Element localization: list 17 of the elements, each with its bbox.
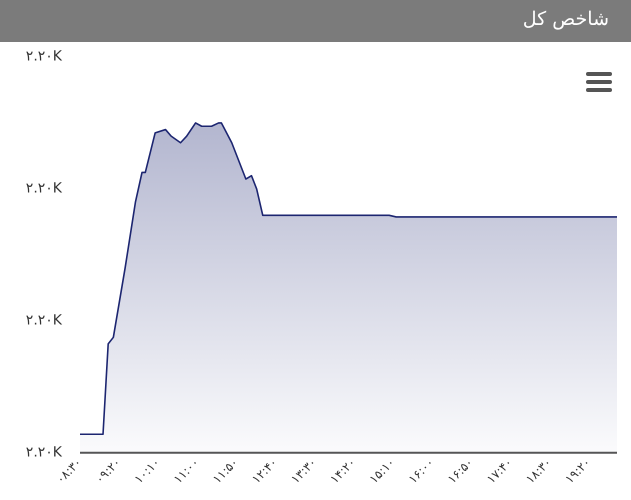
x-tick-label: ۱۴:۲۰ [327, 455, 358, 486]
x-tick-label: ۱۹:۲۰ [562, 455, 594, 486]
x-tick-label: ۱۷:۴۰ [484, 455, 516, 486]
x-tick-label: ۱۵:۱۰ [366, 455, 398, 486]
text: ۲.۲۰K [26, 180, 63, 197]
x-tick-label: ۰۹:۲۰ [92, 455, 124, 486]
x-tick-label: ۱۱:۵۰ [210, 455, 241, 486]
x-tick-label: ۱۶:۰۰ [406, 455, 437, 486]
x-tick-label: ۱۳:۳۰ [288, 455, 320, 486]
x-tick-label: ۱۶:۵۰ [444, 455, 476, 486]
x-tick-label: ۱۲:۴۰ [249, 455, 280, 486]
x-tick-label: ۱۰:۱۰ [132, 455, 163, 486]
text: ۲.۲۰K [26, 48, 63, 65]
text: ۲.۲۰K [26, 312, 63, 328]
x-tick-label: ۱۱:۰۰ [170, 455, 202, 486]
chart-title: شاخص کل [522, 8, 609, 30]
x-tick-label: ۱۸:۳۰ [523, 455, 554, 486]
